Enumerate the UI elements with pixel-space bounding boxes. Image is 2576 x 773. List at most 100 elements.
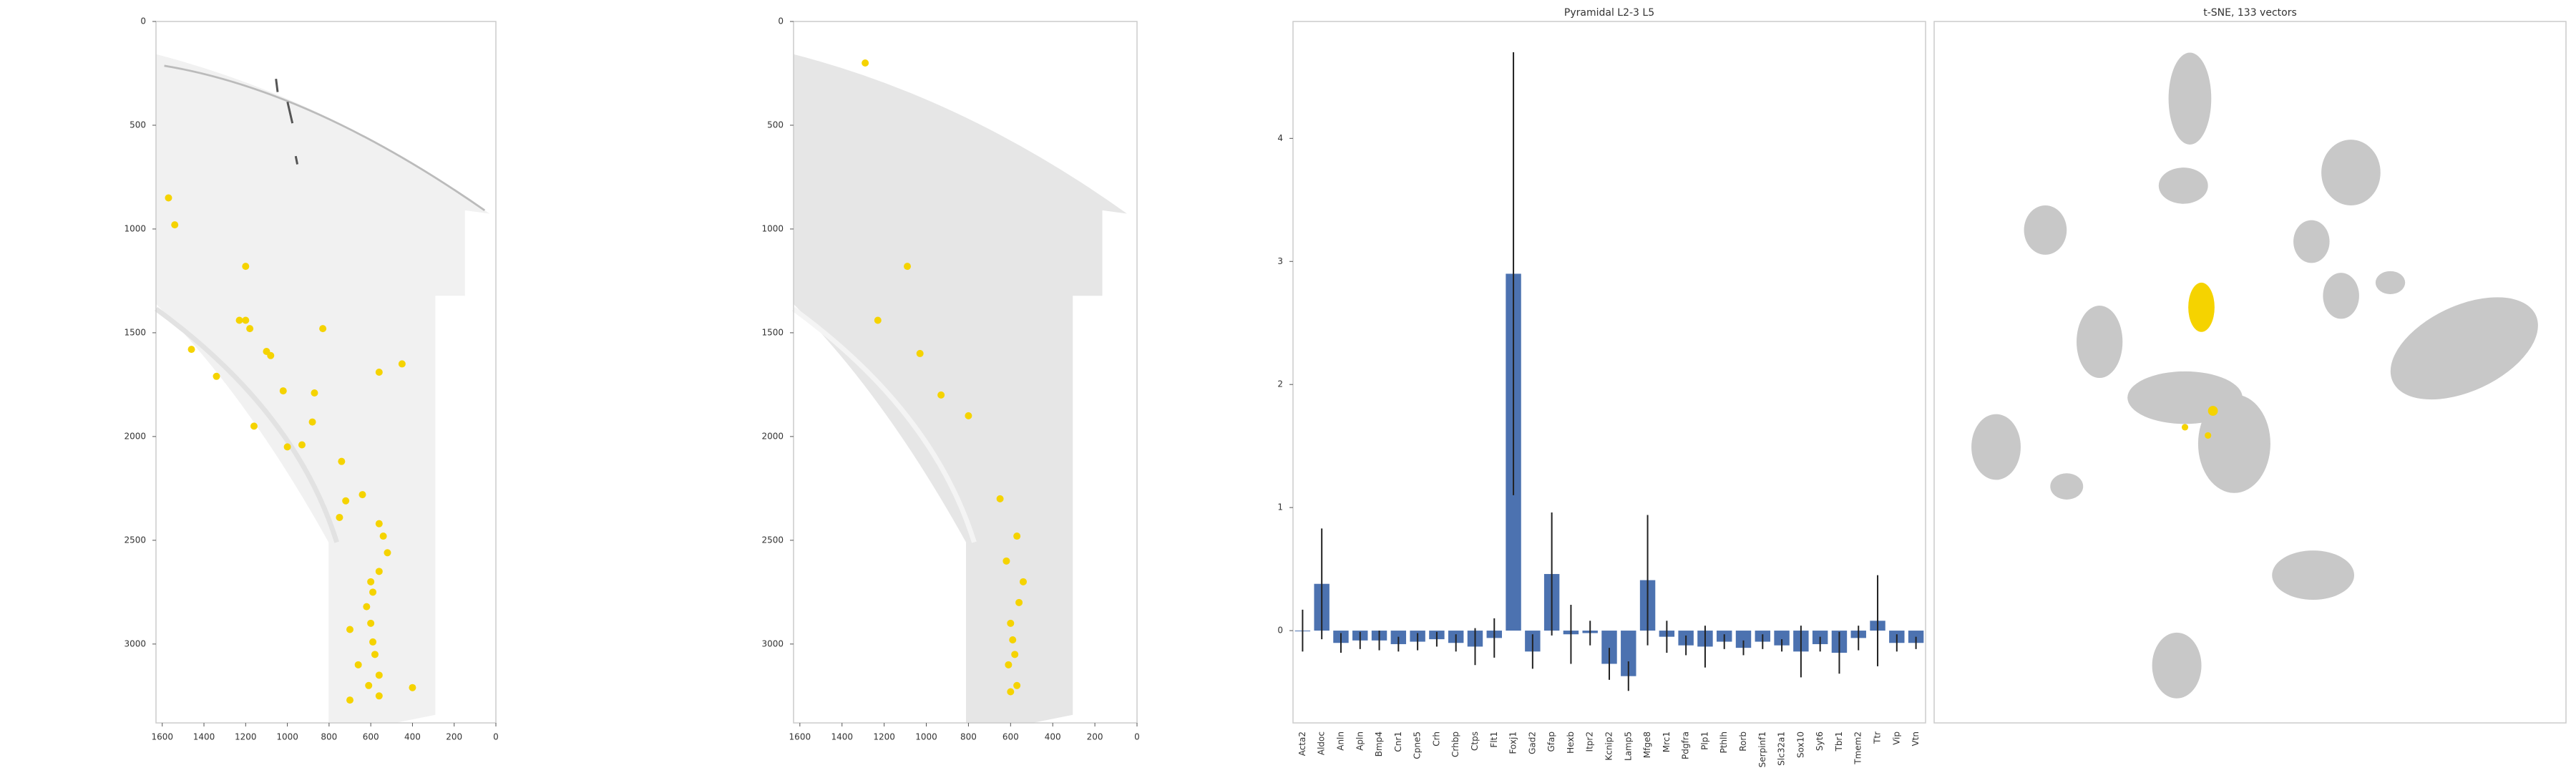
highlight-cluster [2181, 424, 2189, 431]
x-tick-label: Kcnip2 [1604, 731, 1614, 761]
highlight-cluster [2205, 432, 2212, 439]
y-tick-label: 3000 [124, 638, 146, 648]
x-tick-label: 400 [1045, 732, 1061, 742]
cluster [2390, 297, 2538, 400]
x-tick-label: 200 [1087, 732, 1103, 742]
cluster [2168, 52, 2212, 145]
x-tick-label: 200 [446, 732, 462, 742]
point [246, 325, 254, 333]
cluster [1971, 414, 2021, 480]
point [338, 457, 346, 465]
point [1007, 619, 1015, 627]
point [375, 520, 383, 528]
point [346, 626, 354, 633]
point [384, 549, 391, 557]
x-tick-label: Pdgfra [1681, 731, 1691, 759]
x-tick-label: Cnr1 [1393, 731, 1403, 752]
bar [1601, 631, 1617, 664]
point [242, 316, 250, 324]
cluster [2321, 140, 2381, 205]
x-tick-label: 0 [493, 732, 499, 742]
point [379, 533, 387, 540]
point [367, 619, 375, 627]
x-tick-label: 800 [321, 732, 337, 742]
axes-frame [793, 21, 1138, 724]
x-tick-label: Lamp5 [1623, 731, 1633, 761]
x-tick-label: Bmp4 [1374, 731, 1384, 757]
cluster [2158, 167, 2208, 204]
tissue [793, 54, 1127, 724]
x-tick-label: Anln [1335, 731, 1345, 751]
cluster [2272, 550, 2355, 601]
point [342, 497, 350, 505]
point [187, 346, 195, 354]
cluster [2024, 205, 2067, 255]
point [996, 495, 1004, 502]
point [267, 351, 275, 359]
point [1002, 557, 1010, 565]
y-tick-label: 0 [1277, 626, 1283, 636]
cluster [2152, 632, 2202, 699]
x-tick-label: 1400 [831, 732, 853, 742]
point [375, 369, 383, 376]
x-tick-label: Syt6 [1815, 731, 1825, 751]
point [409, 684, 416, 691]
point [298, 441, 306, 449]
x-tick-label: 1600 [151, 732, 173, 742]
x-tick-label: Rorb [1738, 731, 1748, 752]
point [369, 638, 377, 646]
point [375, 692, 383, 700]
point [1011, 651, 1019, 658]
tissue-images [155, 54, 1127, 724]
point [336, 513, 343, 521]
tissue-edge [164, 64, 486, 212]
y-tick-label: 0 [140, 16, 146, 26]
tsne-clusters [1971, 52, 2538, 699]
cluster [2323, 273, 2359, 319]
x-tick-label: Gfap [1546, 731, 1556, 752]
x-tick-label: Tbr1 [1834, 731, 1844, 752]
point [1019, 578, 1027, 585]
point [363, 603, 371, 611]
point [171, 221, 179, 229]
y-tick-label: 1 [1277, 502, 1283, 512]
x-tick-label: 800 [960, 732, 977, 742]
x-tick-label: 1600 [789, 732, 811, 742]
x-tick-label: 0 [1134, 732, 1140, 742]
point [916, 349, 924, 357]
y-tick-label: 2500 [761, 535, 784, 545]
y-tick-label: 3 [1277, 256, 1283, 266]
x-tick-label: Hexb [1566, 731, 1576, 754]
point [319, 325, 327, 333]
point [283, 443, 291, 451]
bar [1621, 631, 1636, 676]
x-tick-label: Ctps [1470, 731, 1480, 751]
tissue-band [155, 306, 339, 543]
x-tick-label: Crhbp [1450, 731, 1460, 757]
x-tick-label: Slc32a1 [1777, 731, 1787, 766]
y-tick-label: 4 [1277, 133, 1283, 143]
cluster [2077, 306, 2123, 379]
point [308, 418, 316, 426]
point [1009, 636, 1017, 644]
point [365, 681, 373, 689]
point [213, 372, 220, 380]
x-tick-label: Foxj1 [1508, 731, 1518, 754]
x-tick-label: Cpne5 [1413, 731, 1423, 759]
point [904, 263, 912, 271]
point [375, 671, 383, 679]
x-tick-label: Vtn [1911, 731, 1921, 747]
tissue-band [791, 306, 977, 543]
cluster [2375, 271, 2406, 294]
y-tick-label: 1500 [124, 327, 146, 337]
y-tick-label: 500 [130, 120, 146, 130]
point [346, 696, 354, 704]
x-tick-label: Ttr [1873, 731, 1883, 744]
chart-title: Pyramidal L2-3 L5 [1564, 7, 1654, 19]
x-tick-label: Serpinf1 [1757, 731, 1767, 767]
point [1015, 598, 1023, 606]
point [371, 651, 379, 658]
x-tick-label: 400 [404, 732, 421, 742]
tissue [156, 54, 490, 724]
y-tick-label: 1000 [761, 223, 784, 233]
